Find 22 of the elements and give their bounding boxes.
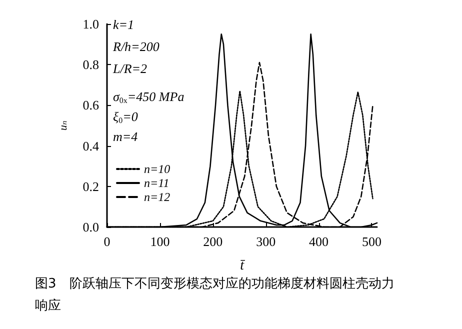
x-axis-title: t̄ xyxy=(240,258,246,274)
annotation: k=1 xyxy=(113,17,134,32)
y-tick-label: 0.6 xyxy=(82,98,100,113)
x-tick-label: 500 xyxy=(362,234,382,249)
legend-label: n=10 xyxy=(144,162,170,176)
y-axis-title: uₙ xyxy=(58,120,70,130)
x-tick-label: 300 xyxy=(256,234,276,249)
annotation: L/R=2 xyxy=(112,61,148,76)
x-tick-label: 200 xyxy=(203,234,223,249)
text: 图3 阶跃轴压下不同变形模态对应的功能梯度材料圆柱壳动力响应 xyxy=(35,276,394,314)
y-tick-label: 1.0 xyxy=(82,16,99,32)
annotation: m=4 xyxy=(113,129,138,144)
legend-label: n=11 xyxy=(144,176,170,190)
y-tick-label: 0.0 xyxy=(82,220,99,234)
y-tick-label: 0.8 xyxy=(82,57,99,72)
x-tick-label: 400 xyxy=(309,234,329,249)
x-tick-label: 0 xyxy=(104,234,110,249)
x-tick-label: 100 xyxy=(150,234,170,249)
y-tick-label: 0.4 xyxy=(82,138,100,154)
annotation: R/h=200 xyxy=(112,39,160,54)
legend-label: n=12 xyxy=(144,190,170,204)
y-tick-label: 0.2 xyxy=(82,178,99,194)
